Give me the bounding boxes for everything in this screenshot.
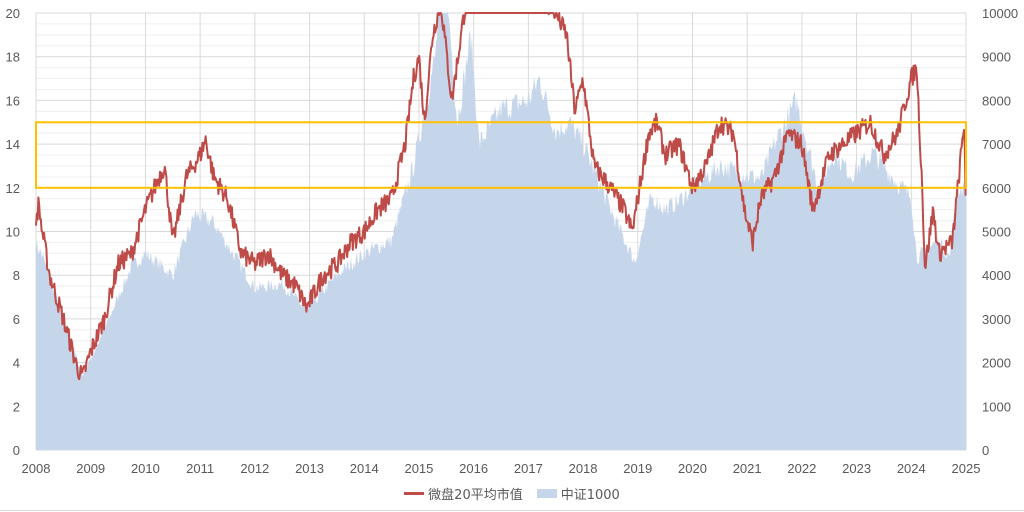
x-tick-label: 2011	[186, 461, 214, 476]
y-left-tick-label: 10	[6, 225, 20, 240]
csi1000-area-layer	[36, 13, 966, 450]
y-right-tick-label: 0	[982, 443, 989, 458]
y-left-tick-label: 8	[13, 268, 20, 283]
axis-ticks: 2008 2009 2010 2011 2012 2013 2014 2015 2016 2017…	[6, 6, 1019, 476]
y-right-tick-label: 10000	[982, 6, 1018, 21]
x-tick-label: 2022	[787, 461, 816, 476]
x-tick-label: 2015	[404, 461, 433, 476]
legend-label-csi1000: 中证1000	[560, 488, 620, 503]
y-left-tick-label: 20	[6, 6, 20, 21]
x-tick-label: 2017	[514, 461, 543, 476]
x-tick-label: 2014	[350, 461, 379, 476]
x-tick-label: 2024	[897, 461, 926, 476]
x-tick-label: 2025	[952, 461, 981, 476]
y-left-tick-label: 6	[13, 312, 20, 327]
bottom-divider	[0, 510, 1024, 511]
y-right-tick-label: 1000	[982, 399, 1011, 414]
y-left-tick-label: 0	[13, 443, 20, 458]
y-left-tick-label: 12	[6, 181, 20, 196]
x-tick-label: 2010	[131, 461, 160, 476]
x-tick-label: 2012	[240, 461, 269, 476]
x-tick-label: 2016	[459, 461, 488, 476]
x-tick-label: 2018	[569, 461, 598, 476]
y-left-tick-label: 4	[13, 356, 20, 371]
y-left-tick-label: 18	[6, 50, 20, 65]
x-tick-label: 2008	[22, 461, 51, 476]
y-left-tick-label: 2	[13, 399, 20, 414]
y-left-tick-label: 14	[6, 137, 20, 152]
area-swatch-icon	[536, 489, 557, 498]
y-right-tick-label: 2000	[982, 356, 1011, 371]
y-right-tick-label: 5000	[982, 225, 1011, 240]
legend-item-csi1000[interactable]: 中证1000	[536, 484, 620, 503]
x-tick-label: 2020	[678, 461, 707, 476]
y-right-tick-label: 7000	[982, 137, 1011, 152]
y-right-tick-label: 8000	[982, 93, 1011, 108]
y-right-tick-label: 3000	[982, 312, 1011, 327]
y-left-tick-label: 16	[6, 93, 20, 108]
legend-item-microcap[interactable]: 微盘20平均市值	[404, 484, 523, 503]
highlight-band-rect	[35, 121, 967, 189]
y-right-tick-label: 6000	[982, 181, 1011, 196]
x-tick-label: 2019	[623, 461, 652, 476]
x-tick-label: 2021	[733, 461, 762, 476]
x-tick-label: 2009	[76, 461, 105, 476]
legend: 微盘20平均市值 中证1000	[0, 484, 1024, 503]
highlight-band-layer	[35, 121, 967, 189]
y-right-tick-label: 4000	[982, 268, 1011, 283]
microcap-line	[35, 12, 967, 381]
csi1000-area	[36, 13, 966, 450]
y-right-tick-label: 9000	[982, 50, 1011, 65]
microcap-line-layer	[35, 12, 967, 381]
legend-label-microcap: 微盘20平均市值	[428, 488, 523, 503]
line-swatch-icon	[404, 492, 425, 495]
x-tick-label: 2023	[842, 461, 871, 476]
x-tick-label: 2013	[295, 461, 324, 476]
